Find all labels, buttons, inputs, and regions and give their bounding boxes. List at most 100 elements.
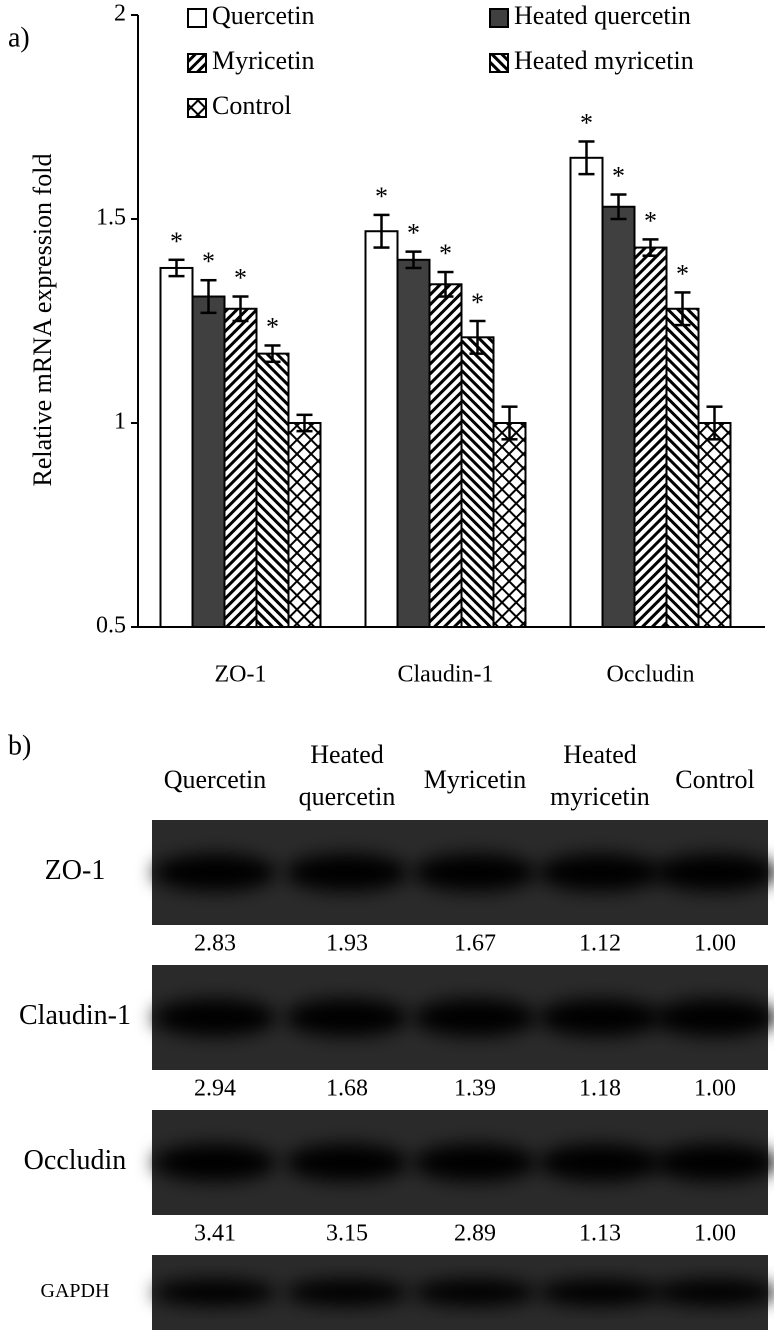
bar — [492, 422, 527, 628]
blot-band — [653, 853, 774, 892]
bar — [287, 422, 322, 628]
blot-band — [285, 1279, 409, 1306]
band-quantity: 1.68 — [326, 1076, 368, 1102]
row-label: GAPDH — [41, 1280, 110, 1302]
error-bar — [168, 258, 185, 278]
lane-label: Quercetin — [164, 765, 267, 794]
bar — [159, 266, 194, 628]
panel-label: b) — [8, 730, 31, 761]
legend-swatch — [187, 98, 207, 118]
error-bar — [232, 295, 249, 323]
bar — [396, 258, 431, 628]
row-label: Claudin-1 — [19, 1000, 131, 1031]
bar — [569, 156, 604, 629]
band-quantity: 1.39 — [454, 1076, 496, 1102]
band-quantity: 1.00 — [694, 931, 736, 957]
band-quantity: 3.41 — [194, 1221, 236, 1247]
significance-marker: * — [234, 263, 247, 292]
significance-marker: * — [202, 247, 215, 276]
error-bar — [296, 413, 313, 433]
blot-band — [538, 1279, 662, 1306]
blot-band — [538, 853, 662, 892]
significance-marker: * — [407, 219, 420, 248]
lane-label: quercetin — [299, 782, 396, 811]
row-label: Occludin — [24, 1145, 127, 1176]
significance-marker: * — [580, 108, 593, 137]
significance-marker: * — [676, 259, 689, 288]
blot-band — [653, 1143, 774, 1182]
error-bar — [437, 270, 454, 298]
legend-label: Heated quercetin — [514, 1, 691, 30]
band-quantity: 1.13 — [579, 1221, 621, 1247]
y-tick-label: 0.5 — [96, 613, 126, 639]
bar — [697, 422, 732, 628]
row-label: ZO-1 — [45, 855, 106, 886]
y-tick-label: 1.5 — [96, 205, 126, 231]
blot-band — [153, 1143, 277, 1182]
error-bar — [405, 250, 422, 270]
error-bar — [578, 140, 595, 176]
error-bar — [469, 319, 486, 355]
error-bar — [610, 193, 627, 221]
blot-band — [413, 1279, 537, 1306]
x-tick-label: Occludin — [607, 662, 695, 688]
lane-label: Myricetin — [424, 765, 527, 794]
legend-swatch — [187, 8, 207, 28]
y-tick-label: 1 — [114, 409, 126, 435]
blot-band — [653, 1279, 774, 1306]
blot-band — [285, 1143, 409, 1182]
x-tick-label: ZO-1 — [215, 662, 267, 688]
legend-swatch — [489, 53, 509, 73]
error-bar — [642, 238, 659, 257]
blot-band — [413, 1143, 537, 1182]
bar — [633, 246, 668, 628]
lane-label: Control — [675, 765, 754, 794]
panel-label: a) — [8, 22, 30, 53]
band-quantity: 1.18 — [579, 1076, 621, 1102]
band-quantity: 1.93 — [326, 931, 368, 957]
bar — [460, 336, 495, 628]
band-quantity: 1.00 — [694, 1076, 736, 1102]
significance-marker: * — [375, 182, 388, 211]
error-bar — [200, 278, 217, 315]
error-bar — [373, 213, 390, 249]
significance-marker: * — [644, 206, 657, 235]
legend-label: Quercetin — [212, 1, 315, 30]
blot-band — [653, 998, 774, 1037]
error-bar — [674, 291, 691, 327]
blot-band — [413, 998, 537, 1037]
legend-label: Heated myricetin — [514, 46, 694, 75]
significance-marker: * — [439, 239, 452, 268]
band-quantity: 2.83 — [194, 931, 236, 957]
bar — [428, 283, 463, 628]
significance-marker: * — [612, 161, 625, 190]
bar — [364, 230, 399, 629]
significance-marker: * — [266, 312, 279, 341]
bar — [255, 352, 290, 628]
significance-marker: * — [471, 288, 484, 317]
significance-marker: * — [170, 227, 183, 256]
blot-band — [153, 1279, 277, 1306]
bar — [191, 295, 226, 628]
lane-label: Heated — [563, 740, 637, 769]
blot-band — [285, 998, 409, 1037]
bar — [601, 205, 636, 628]
band-quantity: 1.67 — [454, 931, 496, 957]
band-quantity: 2.94 — [194, 1076, 236, 1102]
legend-label: Control — [212, 91, 291, 120]
blot-band — [153, 998, 277, 1037]
blot-band — [285, 853, 409, 892]
band-quantity: 3.15 — [326, 1221, 368, 1247]
error-bar — [264, 344, 281, 364]
blot-band — [538, 1143, 662, 1182]
band-quantity: 1.00 — [694, 1221, 736, 1247]
error-bar — [501, 405, 518, 441]
x-tick-label: Claudin-1 — [398, 662, 494, 688]
lane-label: Heated — [310, 740, 384, 769]
blot-band — [413, 853, 537, 892]
legend-label: Myricetin — [212, 46, 315, 75]
band-quantity: 2.89 — [454, 1221, 496, 1247]
y-axis-label: Relative mRNA expression fold — [28, 154, 57, 487]
lane-label: myricetin — [550, 782, 650, 811]
